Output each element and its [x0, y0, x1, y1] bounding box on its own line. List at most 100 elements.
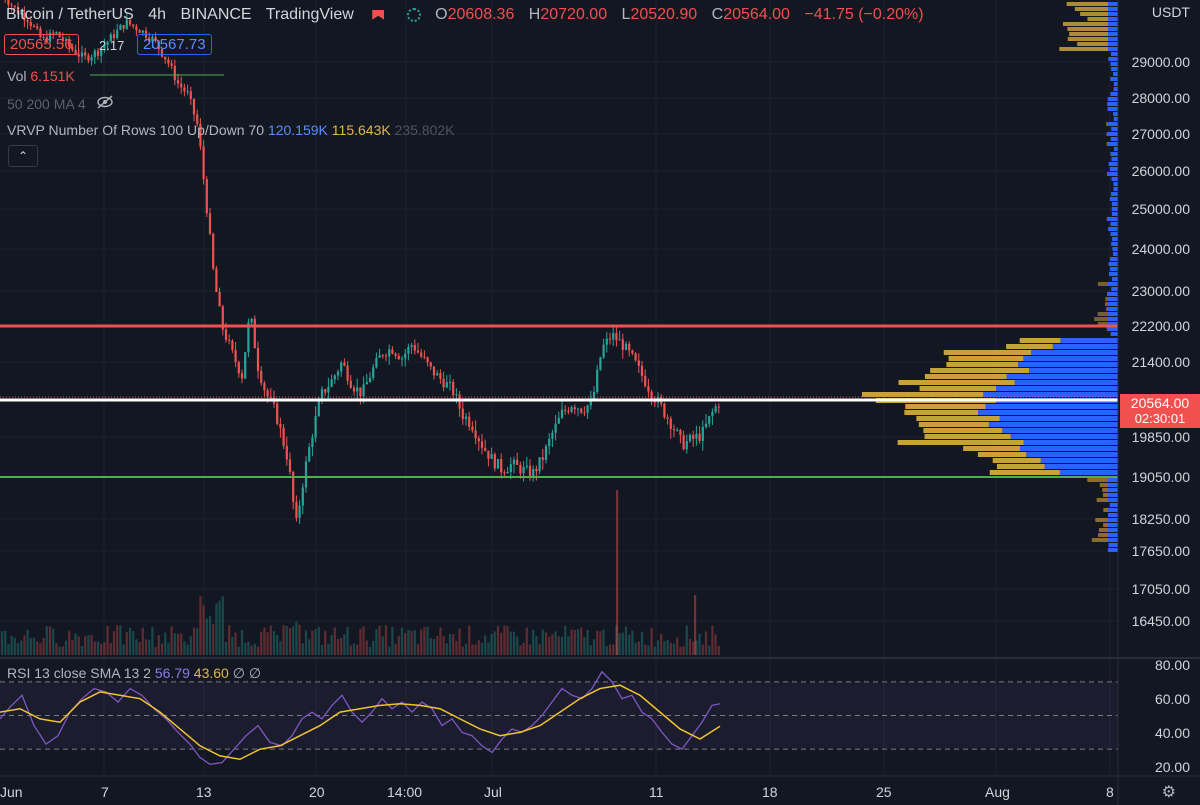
vrvp-up-bar	[1026, 452, 1118, 457]
vrvp-up-bar	[1108, 102, 1118, 106]
candle-body	[432, 366, 436, 376]
candle-body	[570, 407, 573, 412]
vrvp-up-bar	[1111, 127, 1118, 131]
candle-body	[148, 37, 151, 42]
volume-bar	[58, 646, 61, 655]
volume-bar	[685, 625, 688, 655]
volume-bar	[573, 630, 576, 655]
candle-body	[141, 30, 144, 33]
symbol-legend[interactable]: Bitcoin / TetherUS 4h BINANCE TradingVie…	[6, 6, 934, 24]
candle-body	[276, 403, 279, 424]
volume-bar	[711, 625, 714, 655]
symbol-name[interactable]: Bitcoin / TetherUS	[6, 6, 134, 23]
candle-body	[234, 350, 237, 363]
candle-body	[599, 357, 602, 370]
volume-bar	[471, 644, 474, 655]
candle-body	[612, 333, 615, 340]
volume-bar	[333, 627, 336, 655]
volume-bar	[704, 631, 708, 655]
horizontal-levels[interactable]	[0, 74, 1118, 478]
volume-bar	[167, 642, 170, 655]
price-tick: 26000.00	[1131, 163, 1190, 179]
candle-body	[695, 433, 698, 439]
volume-bar	[327, 643, 330, 655]
time-label: Aug	[985, 784, 1010, 800]
volume-bar	[359, 628, 362, 655]
volume-bar	[474, 644, 477, 655]
volume-bar	[618, 633, 621, 655]
volume-bar	[628, 634, 631, 655]
volume-bar	[39, 643, 42, 655]
collapse-legend-button[interactable]: ⌃	[8, 145, 38, 167]
candle-body	[285, 445, 288, 460]
volume-bar	[103, 642, 106, 655]
volume-bar	[349, 645, 352, 655]
candle-body	[320, 389, 324, 402]
rsi-legend[interactable]: RSI 13 close SMA 13 2 56.79 43.60 ∅ ∅	[7, 665, 261, 682]
candle-body	[202, 146, 205, 180]
time-label: 20	[309, 784, 325, 800]
volume-bar	[429, 638, 432, 655]
volume-legend[interactable]: Vol 6.151K	[7, 68, 75, 84]
candle-body	[692, 434, 695, 439]
vrvp-up-bar	[1029, 368, 1118, 373]
vrvp-up-bar	[1108, 57, 1118, 61]
vrvp-up-bar	[1110, 62, 1118, 66]
close-label: C	[711, 6, 724, 23]
vrvp-up-bar	[1113, 187, 1118, 191]
volume-bar	[384, 625, 388, 655]
vrvp-up-bar	[1031, 350, 1118, 355]
volume-bar	[423, 627, 426, 655]
volume-bar	[516, 636, 519, 655]
candle-body	[192, 98, 196, 115]
gear-icon[interactable]: ⚙	[1161, 784, 1176, 801]
ma-legend[interactable]: 50 200 MA 4	[7, 95, 114, 112]
vrvp-up-bar	[1059, 470, 1118, 475]
sell-button[interactable]: 20565.56	[4, 34, 79, 55]
volume-bar	[605, 646, 608, 655]
currency-label[interactable]: USDT	[1151, 4, 1190, 20]
volume-bar	[445, 643, 448, 655]
candle-body	[151, 36, 154, 42]
price-axis[interactable]: USDT 29000.00 28000.00 27000.00 26000.00 250…	[1120, 0, 1200, 660]
volume-bar	[7, 644, 10, 655]
volume-bar	[420, 629, 423, 655]
vrvp-up-bar	[1108, 483, 1118, 487]
vrvp-legend[interactable]: VRVP Number Of Rows 100 Up/Down 70 120.1…	[7, 122, 455, 138]
candle-body	[7, 0, 10, 5]
vrvp-bar	[1067, 37, 1118, 41]
time-label: 7	[101, 784, 109, 800]
candle-body	[628, 343, 631, 351]
volume-bar	[266, 632, 269, 655]
vrvp-down-bar	[923, 428, 1003, 433]
rsi-tick-40: 40.00	[1154, 725, 1190, 741]
candle-body	[48, 32, 52, 42]
volume-bar	[615, 625, 618, 655]
candle-body	[164, 56, 167, 60]
candle-body	[464, 416, 468, 419]
low-value: 20520.90	[630, 6, 698, 23]
volume-bar	[212, 623, 215, 655]
buy-button[interactable]: 20567.73	[137, 34, 212, 55]
candle-body	[608, 338, 612, 340]
vrvp-down-bar	[897, 440, 1024, 445]
candle-body	[580, 408, 583, 413]
vrvp-down-bar	[977, 452, 1027, 457]
candle-body	[474, 430, 477, 439]
vrvp-up-bar	[1108, 538, 1118, 542]
volume-bar	[10, 635, 13, 655]
vrvp-up-bar	[1018, 362, 1118, 367]
volume-bar	[183, 641, 186, 655]
candle-body	[128, 19, 132, 25]
candle-body	[42, 37, 45, 39]
candle-body	[701, 426, 704, 441]
eye-off-icon[interactable]	[96, 95, 114, 112]
time-label: 25	[876, 784, 892, 800]
vrvp-up-bar	[1108, 17, 1118, 21]
price-tick: 28000.00	[1131, 90, 1190, 106]
volume-bar	[512, 631, 516, 655]
flag-icon[interactable]	[372, 9, 385, 20]
vrvp-up-bar	[1108, 227, 1118, 231]
candle-body	[717, 406, 720, 408]
